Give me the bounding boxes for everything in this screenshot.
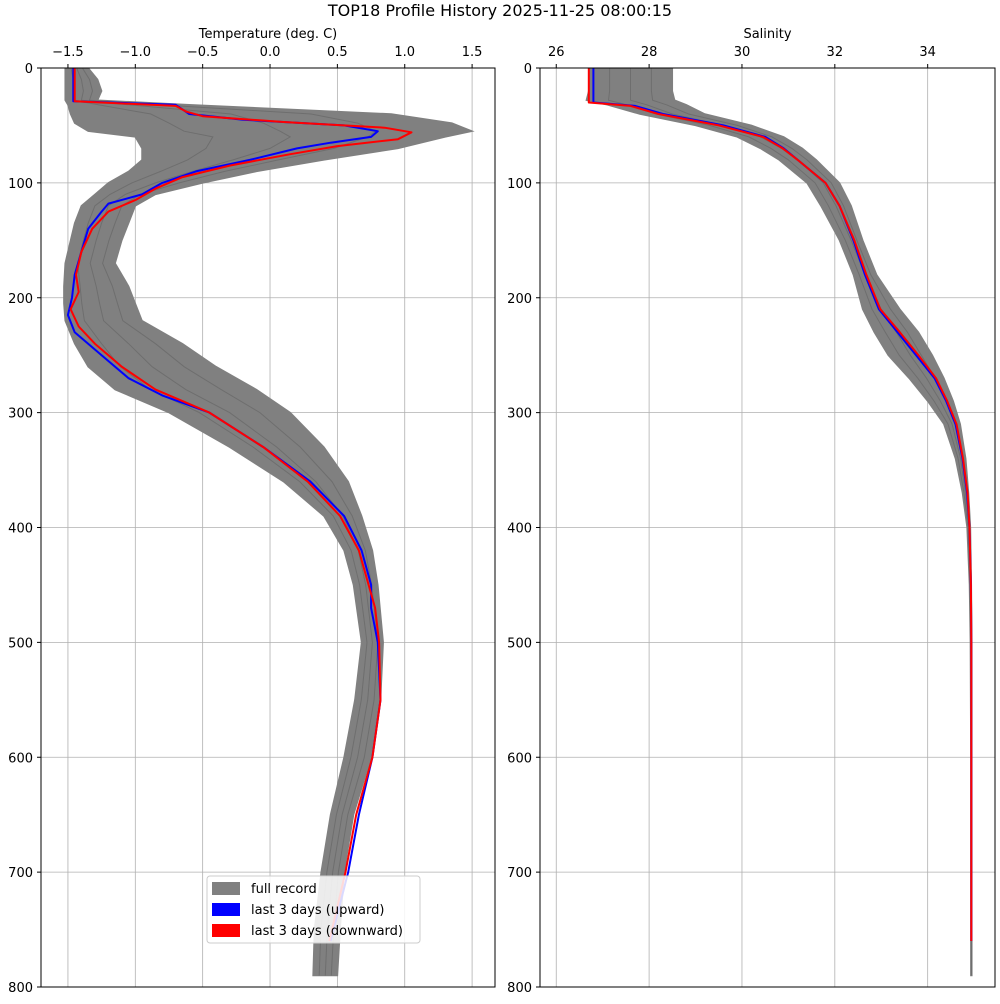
temperature-profile-trace [70, 68, 368, 976]
legend-frame [206, 875, 421, 944]
salinity-ytick-label: 300 [507, 407, 532, 422]
temperature-series-downward [69, 68, 413, 942]
legend-swatch-full-record [212, 882, 240, 895]
salinity-ytick-label: 500 [507, 636, 532, 651]
temperature-ytick-label: 0 [25, 62, 33, 77]
salinity-ytick-label: 100 [507, 177, 532, 192]
legend-swatch-upward [212, 903, 240, 916]
temperature-ytick-label: 100 [8, 177, 33, 192]
salinity-ytick-label: 800 [507, 981, 532, 996]
legend-label-full-record: full record [251, 882, 317, 897]
temperature-xtick-label: −0.5 [187, 45, 219, 60]
temperature-series-full-record [63, 68, 475, 977]
salinity-panel: 26 28 30 32 34 0 100 200 300 400 500 600 700 800 Salin… [507, 27, 996, 996]
salinity-plot-area [585, 68, 973, 977]
salinity-xtick-label: 26 [548, 45, 565, 60]
salinity-ytick-label: 400 [507, 522, 532, 537]
legend-swatch-downward [212, 924, 240, 937]
temperature-panel: −1.5 −1.0 −0.5 0.0 0.5 1.0 1.5 0 100 200 300 400 500… [8, 27, 496, 996]
temperature-ytick-label: 600 [8, 751, 33, 766]
salinity-axis-title: Salinity [743, 27, 791, 42]
temperature-ytick-label: 800 [8, 981, 33, 996]
temperature-xtick-label: −1.0 [120, 45, 152, 60]
temperature-xtick-label: 0.0 [260, 45, 281, 60]
temperature-profile-trace [76, 68, 373, 976]
temperature-plot-area [63, 68, 475, 977]
temperature-ytick-label: 400 [8, 522, 33, 537]
salinity-series-downward [587, 68, 973, 941]
salinity-ytick-label: 600 [507, 751, 532, 766]
salinity-xtick-label: 32 [827, 45, 844, 60]
legend: full record last 3 days (upward) last 3 … [206, 875, 421, 944]
temperature-xtick-label: 1.0 [394, 45, 415, 60]
temperature-xtick-label: −1.5 [52, 45, 84, 60]
legend-label-upward: last 3 days (upward) [251, 903, 384, 918]
figure-title: TOP18 Profile History 2025-11-25 08:00:1… [327, 1, 672, 20]
salinity-ytick-label: 200 [507, 292, 532, 307]
legend-label-downward: last 3 days (downward) [251, 924, 403, 939]
temperature-xtick-label: 1.5 [462, 45, 483, 60]
salinity-ytick-label: 700 [507, 866, 532, 881]
temperature-ytick-label: 300 [8, 407, 33, 422]
temperature-xtick-label: 0.5 [327, 45, 348, 60]
salinity-xtick-label: 28 [641, 45, 658, 60]
salinity-xtick-label: 34 [919, 45, 936, 60]
temperature-ytick-label: 700 [8, 866, 33, 881]
salinity-xtick-label: 30 [734, 45, 751, 60]
salinity-ytick-label: 0 [524, 62, 532, 77]
temperature-axis-title: Temperature (deg. C) [198, 27, 337, 42]
temperature-ytick-label: 500 [8, 636, 33, 651]
temperature-ytick-label: 200 [8, 292, 33, 307]
